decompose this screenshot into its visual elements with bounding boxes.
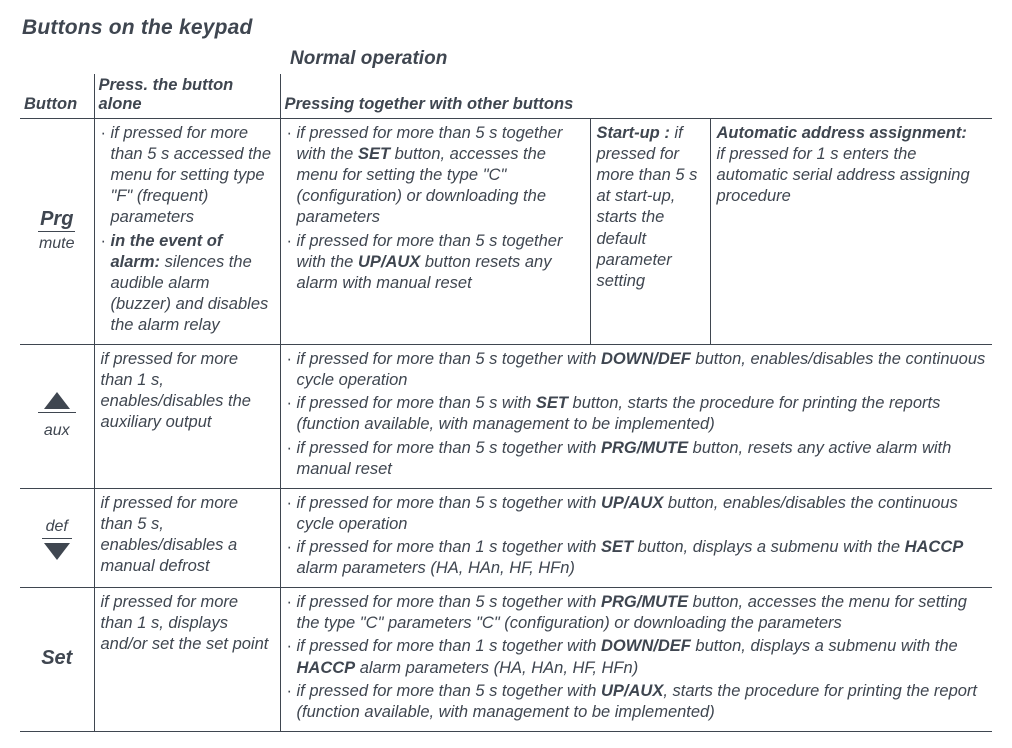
text: alarm parameters (HA, HAn, HF, HFn)	[297, 559, 575, 577]
row-def: def if pressed for more than 5 s, enable…	[20, 488, 992, 587]
keypad-table: Normal operation Button Press. the butto…	[20, 46, 992, 732]
text: if pressed for more than 5 s together wi…	[297, 494, 602, 512]
text: if pressed for more than 1 s together wi…	[297, 637, 602, 655]
page-title: Buttons on the keypad	[22, 16, 992, 40]
text-bold: UP/AUX	[601, 494, 663, 512]
text: button, displays a submenu with the	[633, 538, 905, 556]
text: alarm parameters (HA, HAn, HF, HFn)	[355, 659, 638, 677]
row-set: Set if pressed for more than 1 s, displa…	[20, 588, 992, 732]
btn-prg-sub: mute	[22, 234, 92, 254]
text-bold: DOWN/DEF	[601, 637, 691, 655]
list-item: if pressed for more than 5 s together wi…	[287, 681, 987, 723]
text: if pressed for more than 1 s, enables/di…	[101, 350, 251, 431]
list-item: if pressed for more than 5 s accessed th…	[101, 123, 274, 229]
btn-def-sub: def	[42, 517, 72, 539]
text-bold: SET	[536, 394, 568, 412]
prg-combo3: Automatic address assignment: if pressed…	[710, 119, 992, 345]
text-bold: Start-up :	[597, 124, 670, 142]
text: if pressed for more than 5 s at start-up…	[597, 124, 698, 290]
text-bold: SET	[358, 145, 390, 163]
text-bold: SET	[601, 538, 633, 556]
text-bold: Automatic address assignment:	[717, 124, 967, 142]
btn-def: def	[20, 488, 94, 587]
def-combo: if pressed for more than 5 s together wi…	[280, 488, 992, 587]
text: if pressed for more than 1 s, displays a…	[101, 593, 269, 653]
set-combo: if pressed for more than 5 s together wi…	[280, 588, 992, 732]
prg-combo2: Start-up : if pressed for more than 5 s …	[590, 119, 710, 345]
aux-combo: if pressed for more than 5 s together wi…	[280, 345, 992, 489]
text-bold: UP/AUX	[358, 253, 420, 271]
text-bold: HACCP	[905, 538, 964, 556]
list-item: in the event of alarm: silences the audi…	[101, 231, 274, 337]
def-alone: if pressed for more than 5 s, enables/di…	[94, 488, 280, 587]
superheader: Normal operation	[290, 48, 447, 69]
list-item: if pressed for more than 5 s together wi…	[287, 123, 584, 229]
text: if pressed for more than 5 s together wi…	[297, 593, 602, 611]
table-superheader-row: Normal operation	[20, 46, 992, 74]
prg-alone: if pressed for more than 5 s accessed th…	[94, 119, 280, 345]
list-item: if pressed for more than 1 s together wi…	[287, 636, 987, 678]
table-header-row: Button Press. the button alone Pressing …	[20, 74, 992, 119]
text-bold: UP/AUX	[601, 682, 663, 700]
text: if pressed for more than 5 s together wi…	[297, 350, 602, 368]
text-bold: PRG/MUTE	[601, 439, 688, 457]
list-item: if pressed for more than 5 s with SET bu…	[287, 393, 987, 435]
btn-set-main: Set	[39, 648, 74, 670]
text-bold: PRG/MUTE	[601, 593, 688, 611]
text: if pressed for more than 1 s together wi…	[297, 538, 602, 556]
text: if pressed for more than 5 s accessed th…	[111, 124, 272, 226]
btn-aux-sub: aux	[22, 421, 92, 441]
text: if pressed for 1 s enters the automatic …	[717, 145, 970, 205]
row-prg: Prg mute if pressed for more than 5 s ac…	[20, 119, 992, 345]
list-item: if pressed for more than 1 s together wi…	[287, 537, 987, 579]
text: if pressed for more than 5 s together wi…	[297, 439, 602, 457]
col-button: Button	[20, 74, 94, 119]
prg-combo1: if pressed for more than 5 s together wi…	[280, 119, 590, 345]
btn-set: Set	[20, 588, 94, 732]
col-alone: Press. the button alone	[94, 74, 280, 119]
text-bold: HACCP	[297, 659, 356, 677]
text: if pressed for more than 5 s together wi…	[297, 682, 602, 700]
triangle-up-icon	[38, 392, 76, 413]
col-combo: Pressing together with other buttons	[280, 74, 992, 119]
btn-prg-main: Prg	[38, 209, 75, 232]
set-alone: if pressed for more than 1 s, displays a…	[94, 588, 280, 732]
text: button, displays a submenu with the	[691, 637, 958, 655]
btn-prg: Prg mute	[20, 119, 94, 345]
list-item: if pressed for more than 5 s together wi…	[287, 231, 584, 294]
triangle-down-icon	[44, 543, 70, 560]
list-item: if pressed for more than 5 s together wi…	[287, 493, 987, 535]
text: if pressed for more than 5 s with	[297, 394, 536, 412]
text-bold: DOWN/DEF	[601, 350, 691, 368]
list-item: if pressed for more than 5 s together wi…	[287, 592, 987, 634]
text: if pressed for more than 5 s, enables/di…	[101, 494, 239, 575]
row-aux: aux if pressed for more than 1 s, enable…	[20, 345, 992, 489]
aux-alone: if pressed for more than 1 s, enables/di…	[94, 345, 280, 489]
list-item: if pressed for more than 5 s together wi…	[287, 438, 987, 480]
list-item: if pressed for more than 5 s together wi…	[287, 349, 987, 391]
btn-aux: aux	[20, 345, 94, 489]
